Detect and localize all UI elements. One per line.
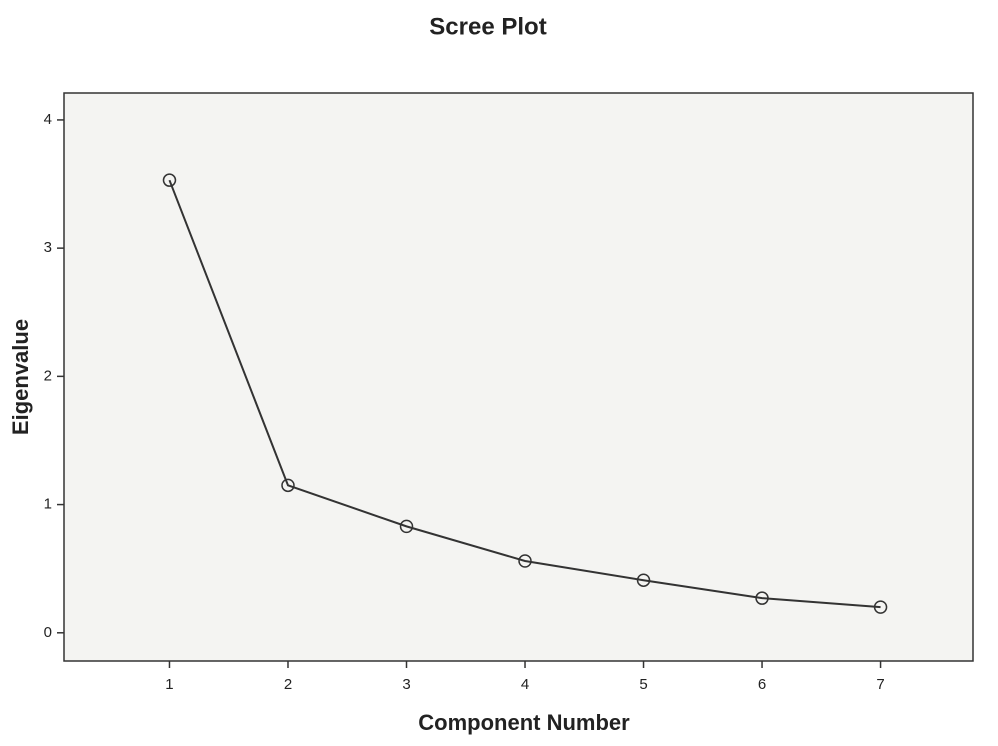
plot-area <box>63 92 974 662</box>
x-tick-label: 4 <box>521 676 529 693</box>
data-point <box>873 600 888 614</box>
x-tick-label: 1 <box>165 676 173 693</box>
y-tick-label: 4 <box>44 111 52 128</box>
x-axis-label: Component Number <box>418 710 630 735</box>
x-tick-label: 6 <box>758 676 766 693</box>
x-tick-label: 7 <box>876 676 884 693</box>
series-line <box>168 179 881 609</box>
chart-title: Scree Plot <box>429 13 546 40</box>
data-point <box>162 173 177 187</box>
data-point <box>281 478 295 493</box>
x-tick-label: 5 <box>639 676 647 693</box>
data-point <box>755 591 769 605</box>
y-tick-label: 2 <box>44 367 52 384</box>
y-tick-label: 1 <box>44 496 52 513</box>
x-tick-label: 3 <box>402 676 410 693</box>
x-tick-label: 2 <box>284 676 292 693</box>
y-tick-label: 3 <box>44 239 52 256</box>
data-point <box>399 519 414 534</box>
y-axis-label: Eigenvalue <box>8 319 33 435</box>
data-point <box>518 554 532 568</box>
data-point <box>636 573 651 587</box>
y-tick-label: 0 <box>44 624 52 641</box>
